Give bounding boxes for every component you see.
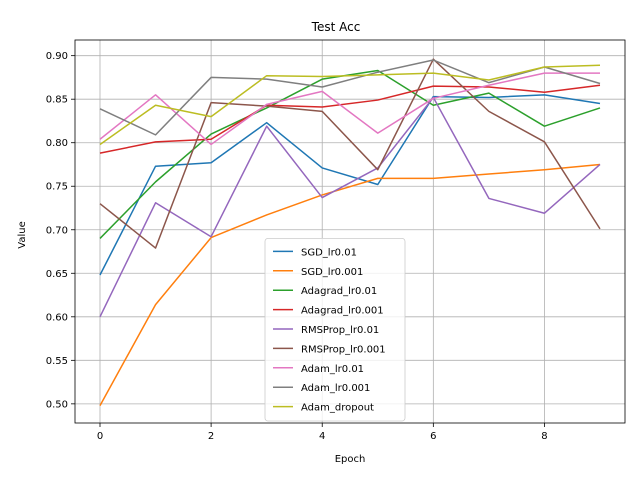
legend-label: Adam_dropout (301, 403, 374, 414)
y-tick-label: 0.85 (46, 95, 68, 106)
legend-label: SGD_lr0.001 (301, 267, 363, 278)
legend-label: RMSProp_lr0.01 (301, 325, 379, 336)
y-tick-label: 0.75 (46, 182, 68, 193)
legend-label: SGD_lr0.01 (301, 247, 357, 258)
series-line-RMSProp_lr0.01 (99, 96, 601, 318)
y-tick-label: 0.70 (46, 225, 68, 236)
series-line-SGD_lr0.001 (99, 163, 601, 406)
plot-frame (74, 39, 626, 424)
x-tick-label: 8 (541, 431, 547, 442)
series-line-Adam_lr0.01 (99, 72, 600, 146)
legend-label: Adam_lr0.01 (301, 364, 364, 375)
series-line-Adagrad_lr0.001 (99, 84, 601, 154)
series-line-SGD_lr0.01 (99, 94, 601, 276)
series-line-RMSProp_lr0.001 (99, 58, 601, 249)
legend-label: RMSProp_lr0.001 (301, 344, 386, 355)
x-tick-label: 2 (208, 431, 214, 442)
legend-label: Adam_lr0.001 (301, 383, 370, 394)
series-line-Adagrad_lr0.01 (99, 69, 601, 239)
y-axis-ticks: 0.50 0.55 0.60 0.65 0.70 0.75 0.80 0.85 0.90 (46, 51, 75, 410)
y-tick-label: 0.90 (46, 51, 68, 62)
y-tick-label: 0.50 (46, 399, 68, 410)
y-tick-label: 0.80 (46, 138, 68, 149)
series-line-Adam_dropout (99, 64, 601, 146)
x-axis-label: Epoch (335, 454, 366, 465)
y-tick-label: 0.60 (46, 312, 68, 323)
chart-title: Test Acc (311, 20, 361, 34)
legend-box (264, 237, 406, 422)
x-tick-label: 6 (430, 431, 436, 442)
legend-label: Adagrad_lr0.001 (301, 306, 384, 317)
x-tick-label: 0 (97, 431, 103, 442)
series-lines (99, 58, 601, 406)
legend: SGD_lr0.01 SGD_lr0.001 Adagrad_lr0.01 Adagr… (264, 237, 406, 422)
y-tick-label: 0.55 (46, 356, 68, 367)
y-tick-label: 0.65 (46, 269, 68, 280)
series-line-Adam_lr0.001 (99, 59, 601, 136)
x-axis-ticks: 0 2 4 6 8 (97, 423, 548, 442)
y-axis-label: Value (17, 221, 28, 248)
legend-label: Adagrad_lr0.01 (301, 286, 377, 297)
x-tick-label: 4 (319, 431, 325, 442)
